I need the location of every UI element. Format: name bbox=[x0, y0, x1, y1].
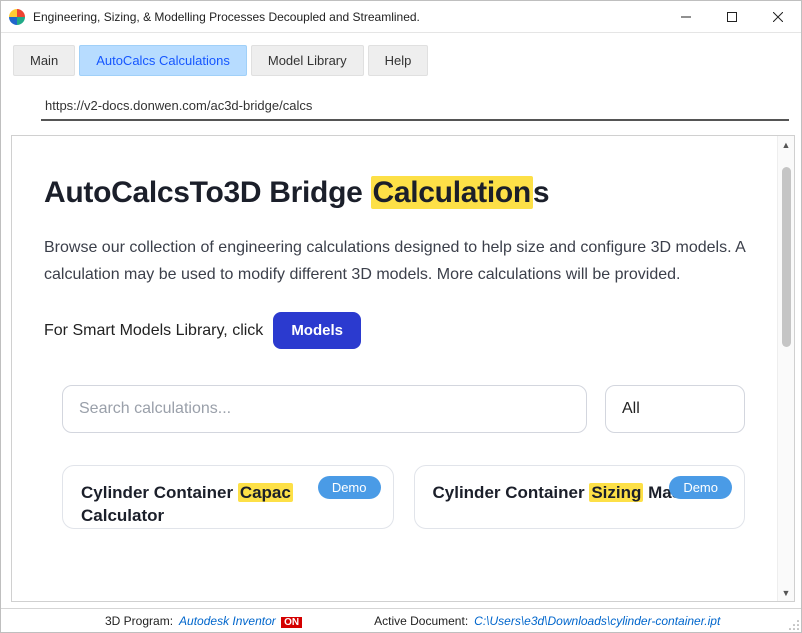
maximize-button[interactable] bbox=[709, 1, 755, 33]
tab-model-library[interactable]: Model Library bbox=[251, 45, 364, 76]
models-line: For Smart Models Library, click Models bbox=[44, 312, 745, 349]
on-badge: ON bbox=[281, 617, 302, 628]
status-3d-program-label: 3D Program: bbox=[105, 614, 173, 628]
window-titlebar: Engineering, Sizing, & Modelling Process… bbox=[1, 1, 801, 33]
scroll-track[interactable] bbox=[778, 153, 794, 584]
card-highlight: Sizing bbox=[589, 483, 643, 502]
minimize-button[interactable] bbox=[663, 1, 709, 33]
card-highlight: Capac bbox=[238, 483, 293, 502]
scroll-down-arrow[interactable]: ▼ bbox=[778, 584, 794, 601]
vertical-scrollbar[interactable]: ▲ ▼ bbox=[777, 136, 794, 601]
app-icon bbox=[9, 9, 25, 25]
page-content: AutoCalcsTo3D Bridge Calculations Browse… bbox=[12, 136, 777, 529]
tab-help[interactable]: Help bbox=[368, 45, 429, 76]
demo-badge: Demo bbox=[669, 476, 732, 499]
intro-paragraph: Browse our collection of engineering cal… bbox=[44, 234, 745, 288]
tab-strip: Main AutoCalcs Calculations Model Librar… bbox=[1, 33, 801, 84]
page-title: AutoCalcsTo3D Bridge Calculations bbox=[44, 176, 745, 210]
cards-row: Demo Cylinder Container Capac Calculator… bbox=[44, 465, 745, 529]
category-select[interactable]: All bbox=[605, 385, 745, 433]
resize-grip-icon[interactable] bbox=[788, 619, 800, 631]
content-viewport: AutoCalcsTo3D Bridge Calculations Browse… bbox=[12, 136, 777, 601]
status-bar: 3D Program: Autodesk Inventor ON Active … bbox=[1, 608, 801, 632]
card-cylinder-capacity[interactable]: Demo Cylinder Container Capac Calculator bbox=[62, 465, 394, 529]
heading-highlight: Calculation bbox=[371, 176, 533, 209]
close-button[interactable] bbox=[755, 1, 801, 33]
url-input[interactable] bbox=[41, 92, 789, 121]
tab-autocalcs-calculations[interactable]: AutoCalcs Calculations bbox=[79, 45, 247, 76]
tab-main[interactable]: Main bbox=[13, 45, 75, 76]
models-line-text: For Smart Models Library, click bbox=[44, 322, 263, 340]
filter-row: Search calculations... All bbox=[44, 385, 745, 433]
scroll-thumb[interactable] bbox=[782, 167, 791, 347]
card-cylinder-sizing-mass[interactable]: Demo Cylinder Container Sizing Mass bbox=[414, 465, 746, 529]
models-button[interactable]: Models bbox=[273, 312, 361, 349]
content-frame: AutoCalcsTo3D Bridge Calculations Browse… bbox=[11, 135, 795, 602]
status-active-doc-label: Active Document: bbox=[374, 614, 468, 628]
demo-badge: Demo bbox=[318, 476, 381, 499]
status-3d-program-value[interactable]: Autodesk Inventor ON bbox=[179, 614, 302, 628]
scroll-up-arrow[interactable]: ▲ bbox=[778, 136, 794, 153]
search-input[interactable]: Search calculations... bbox=[62, 385, 587, 433]
status-active-doc-value[interactable]: C:\Users\e3d\Downloads\cylinder-containe… bbox=[474, 614, 720, 628]
heading-pre: AutoCalcsTo3D Bridge bbox=[44, 176, 371, 209]
url-bar-container bbox=[1, 84, 801, 125]
window-controls bbox=[663, 1, 801, 33]
window-title: Engineering, Sizing, & Modelling Process… bbox=[33, 10, 663, 24]
heading-post: s bbox=[533, 176, 549, 209]
